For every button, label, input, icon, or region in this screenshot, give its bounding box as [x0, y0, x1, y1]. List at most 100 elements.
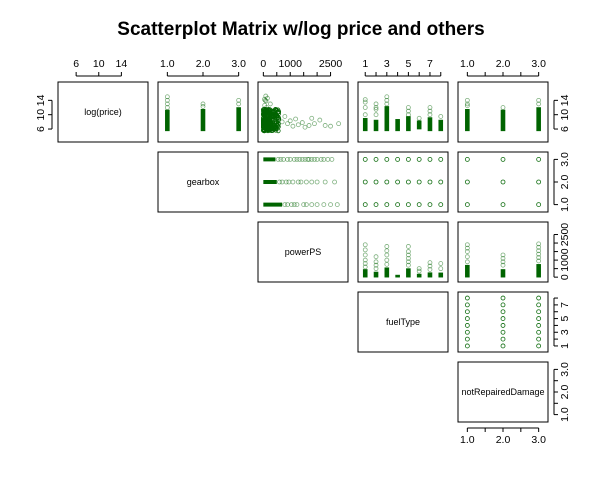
data-point — [500, 262, 506, 268]
variable-label-notrepaireddamage: notRepairedDamage — [461, 387, 544, 397]
data-point — [164, 94, 170, 100]
data-point — [200, 101, 206, 107]
data-point — [500, 105, 506, 110]
data-point — [500, 252, 506, 258]
panel-frame — [357, 221, 449, 283]
data-point — [328, 123, 333, 129]
variable-label-gearbox: gearbox — [187, 177, 220, 187]
data-point — [438, 202, 444, 208]
data-point — [500, 329, 506, 335]
data-point — [427, 179, 433, 185]
data-strip — [416, 273, 422, 278]
data-point — [500, 336, 506, 342]
data-point — [283, 179, 289, 185]
data-point — [272, 112, 278, 118]
data-point — [321, 156, 327, 162]
data-point — [536, 97, 542, 103]
data-point — [464, 254, 470, 260]
data-point — [416, 266, 422, 272]
left-tick-label: 10 — [35, 109, 47, 121]
data-point — [200, 104, 206, 109]
data-point — [536, 248, 542, 254]
data-strip — [465, 264, 470, 278]
data-point — [405, 249, 411, 254]
data-point — [405, 255, 411, 261]
top-tick-label: 3 — [384, 58, 390, 70]
data-strip — [373, 119, 379, 132]
right-tick-label: 5 — [559, 316, 571, 322]
data-point — [536, 336, 542, 342]
top-tick-label: 2.0 — [196, 58, 211, 70]
panel-frame — [257, 221, 349, 283]
panel-log-price-vs-powerps — [260, 93, 342, 134]
data-strip — [438, 119, 444, 132]
top-tick-label: 5 — [405, 58, 411, 70]
data-point — [438, 179, 444, 185]
data-point — [395, 156, 401, 162]
data-point — [275, 156, 281, 162]
data-point — [264, 105, 269, 110]
data-point — [427, 202, 433, 208]
data-point — [373, 254, 379, 260]
data-point — [384, 257, 390, 263]
data-point — [279, 179, 285, 185]
data-point — [373, 106, 379, 112]
data-point — [289, 202, 294, 208]
panel-frame — [357, 151, 449, 213]
top-tick-label: 2.0 — [496, 58, 511, 70]
data-point — [294, 156, 300, 162]
panel-frame — [457, 361, 549, 423]
panel-frame — [57, 81, 149, 143]
variable-label-powerps: powerPS — [285, 247, 322, 257]
panel-powerps-vs-notrepaireddamage — [464, 241, 542, 278]
data-point — [362, 247, 368, 253]
data-point — [362, 257, 368, 263]
data-point — [464, 329, 470, 335]
data-point — [281, 156, 286, 162]
data-point — [297, 156, 303, 162]
data-point — [384, 156, 390, 162]
panel-frame — [357, 291, 449, 353]
data-strip — [384, 106, 390, 132]
data-point — [318, 156, 324, 162]
data-point — [405, 252, 411, 258]
top-tick-label: 1 — [362, 58, 368, 70]
panel-gearbox-vs-notrepaireddamage — [464, 156, 542, 208]
data-band — [263, 202, 283, 207]
data-point — [291, 202, 297, 208]
data-point — [416, 179, 422, 185]
data-point — [299, 120, 305, 125]
data-point — [321, 202, 327, 208]
data-point — [314, 156, 320, 162]
data-point — [328, 202, 333, 208]
data-point — [260, 116, 266, 122]
data-point — [427, 267, 433, 272]
data-point — [427, 263, 433, 269]
panel-log-price-vs-notrepaireddamage — [464, 97, 542, 132]
data-strip — [536, 107, 541, 132]
data-point — [438, 114, 444, 119]
right-tick-label: 1000 — [559, 248, 571, 272]
data-point — [301, 202, 307, 208]
data-point — [464, 259, 470, 265]
panel-frame — [457, 151, 549, 213]
data-strip — [465, 109, 470, 132]
panel-frame — [457, 291, 549, 353]
data-strip — [165, 109, 170, 132]
data-strip — [395, 119, 400, 132]
data-point — [500, 156, 506, 162]
data-strip — [427, 117, 433, 132]
data-point — [500, 343, 506, 349]
data-point — [536, 295, 542, 301]
data-point — [263, 98, 269, 104]
top-tick-label: 3.0 — [531, 58, 546, 70]
top-tick-label: 2500 — [319, 58, 343, 70]
data-point — [295, 122, 301, 128]
top-tick-label: 1000 — [279, 58, 303, 70]
right-tick-label: 6 — [559, 126, 571, 132]
data-point — [164, 101, 170, 107]
variable-label-fueltype: fuelType — [386, 317, 420, 327]
data-strip — [200, 109, 206, 132]
data-point — [536, 255, 542, 260]
data-strip — [406, 116, 411, 132]
